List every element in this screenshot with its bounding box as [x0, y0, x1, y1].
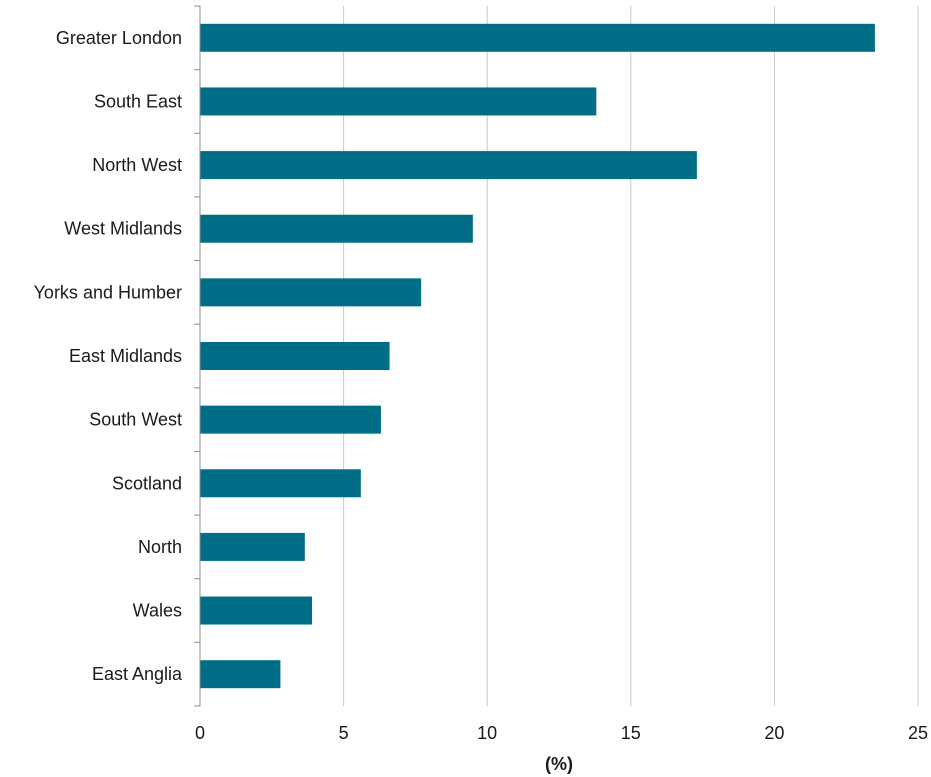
- category-label: East Anglia: [92, 664, 183, 684]
- x-axis-title: (%): [545, 754, 573, 774]
- category-label: South West: [89, 410, 182, 430]
- bar: [200, 596, 313, 625]
- category-labels: Greater London South East North West West M…: [34, 28, 183, 684]
- bar: [200, 151, 697, 180]
- category-label: Scotland: [112, 473, 182, 493]
- gridlines: [343, 6, 919, 706]
- x-tick-label: 0: [195, 723, 205, 743]
- bars: [200, 23, 875, 689]
- category-label: South East: [94, 91, 182, 111]
- category-label: West Midlands: [64, 219, 182, 239]
- bar: [200, 405, 381, 434]
- bar: [200, 23, 875, 52]
- bar: [200, 214, 473, 243]
- axes: [194, 5, 201, 707]
- bar: [200, 469, 361, 498]
- category-label: Wales: [133, 601, 182, 621]
- category-label: North: [138, 537, 182, 557]
- bar: [200, 660, 281, 689]
- bar: [200, 278, 422, 307]
- x-tick-label: 25: [908, 723, 928, 743]
- x-tick-labels: 0 5 10 15 20 25: [195, 723, 928, 743]
- x-tick-label: 20: [764, 723, 784, 743]
- category-label: East Midlands: [69, 346, 182, 366]
- x-tick-label: 5: [339, 723, 349, 743]
- category-label: North West: [92, 155, 182, 175]
- category-label: Greater London: [56, 28, 182, 48]
- x-tick-label: 10: [477, 723, 497, 743]
- x-tick-label: 15: [621, 723, 641, 743]
- bar: [200, 532, 305, 561]
- bar: [200, 342, 390, 370]
- category-label: Yorks and Humber: [34, 282, 182, 302]
- bar: [200, 87, 597, 116]
